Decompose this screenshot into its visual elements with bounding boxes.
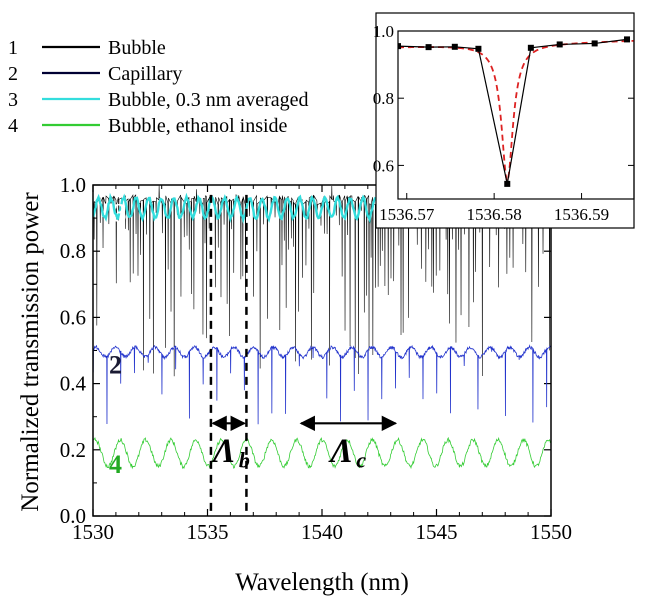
inset-data-point [451,43,458,50]
inset-x-tick-label: 1536.59 [554,205,609,224]
period-subscript-c: c [356,447,366,472]
legend-label: Capillary [108,63,182,85]
legend-number: 2 [8,63,18,85]
series-2-line [93,344,551,425]
inset-x-tick-label: 1536.58 [467,205,522,224]
y-tick-label: 0.4 [60,372,87,396]
inset-background [375,12,635,229]
y-tick-label: 0.2 [60,438,86,462]
inset-y-tick-label: 1.0 [373,22,394,41]
period-symbol-b: Λ [211,432,236,469]
main-plot-frame [92,184,552,517]
inset-data-point [425,44,432,51]
inset-data-point [475,45,482,52]
x-tick-label: 1540 [301,520,343,544]
inset-data-point [398,43,401,50]
curve-label-2: 2 [109,351,122,380]
curve-label-4: 4 [109,450,122,479]
inset-axis-ticks: 1536.57 1536.58 1536.59 0.6 0.8 1.0 [373,22,634,224]
inset-x-tick-label: 1536.57 [379,205,435,224]
x-tick-label: 1530 [72,520,114,544]
legend-label: Bubble [108,37,166,59]
legend-label: Bubble, 0.3 nm averaged [108,89,309,111]
inset-plot: 1536.57 1536.58 1536.59 0.6 0.8 1.0 [373,12,635,229]
legend-label: Bubble, ethanol inside [108,115,288,137]
y-tick-label: 0.6 [60,305,86,329]
inset-data-point [527,44,534,51]
y-tick-label: 1.0 [60,173,86,197]
curve-label-3: 3 [114,198,127,227]
inset-y-tick-label: 0.8 [373,89,394,108]
legend-number: 3 [8,89,18,111]
series-4-line [93,436,551,470]
period-symbol-c: Λ [328,432,353,469]
x-tick-label: 1535 [187,520,229,544]
x-tick-label: 1550 [530,520,572,544]
x-tick-label: 1545 [416,520,458,544]
inset-data-point [591,40,598,47]
inset-y-tick-label: 0.6 [373,156,394,175]
inset-data-point [624,36,631,43]
y-tick-label: 0.8 [60,239,86,263]
inset-data-point [556,41,563,48]
legend-number: 1 [8,37,18,59]
main-tick-labels: 1530 1535 1540 1545 1550 0.0 0.2 0.4 0.6 0.8 1.0 [60,173,572,544]
inset-data-point [504,180,511,187]
legend: 1 Bubble 2 Capillary 3 Bubble, 0.3 nm average… [8,37,309,137]
x-axis-title: Wavelength (nm) [235,569,409,596]
y-axis-title: Normalized transmission power [17,192,44,512]
inset-plot-frame [397,30,635,200]
period-subscript-b: b [239,447,250,472]
legend-number: 4 [8,115,18,137]
y-tick-label: 0.0 [60,504,86,528]
